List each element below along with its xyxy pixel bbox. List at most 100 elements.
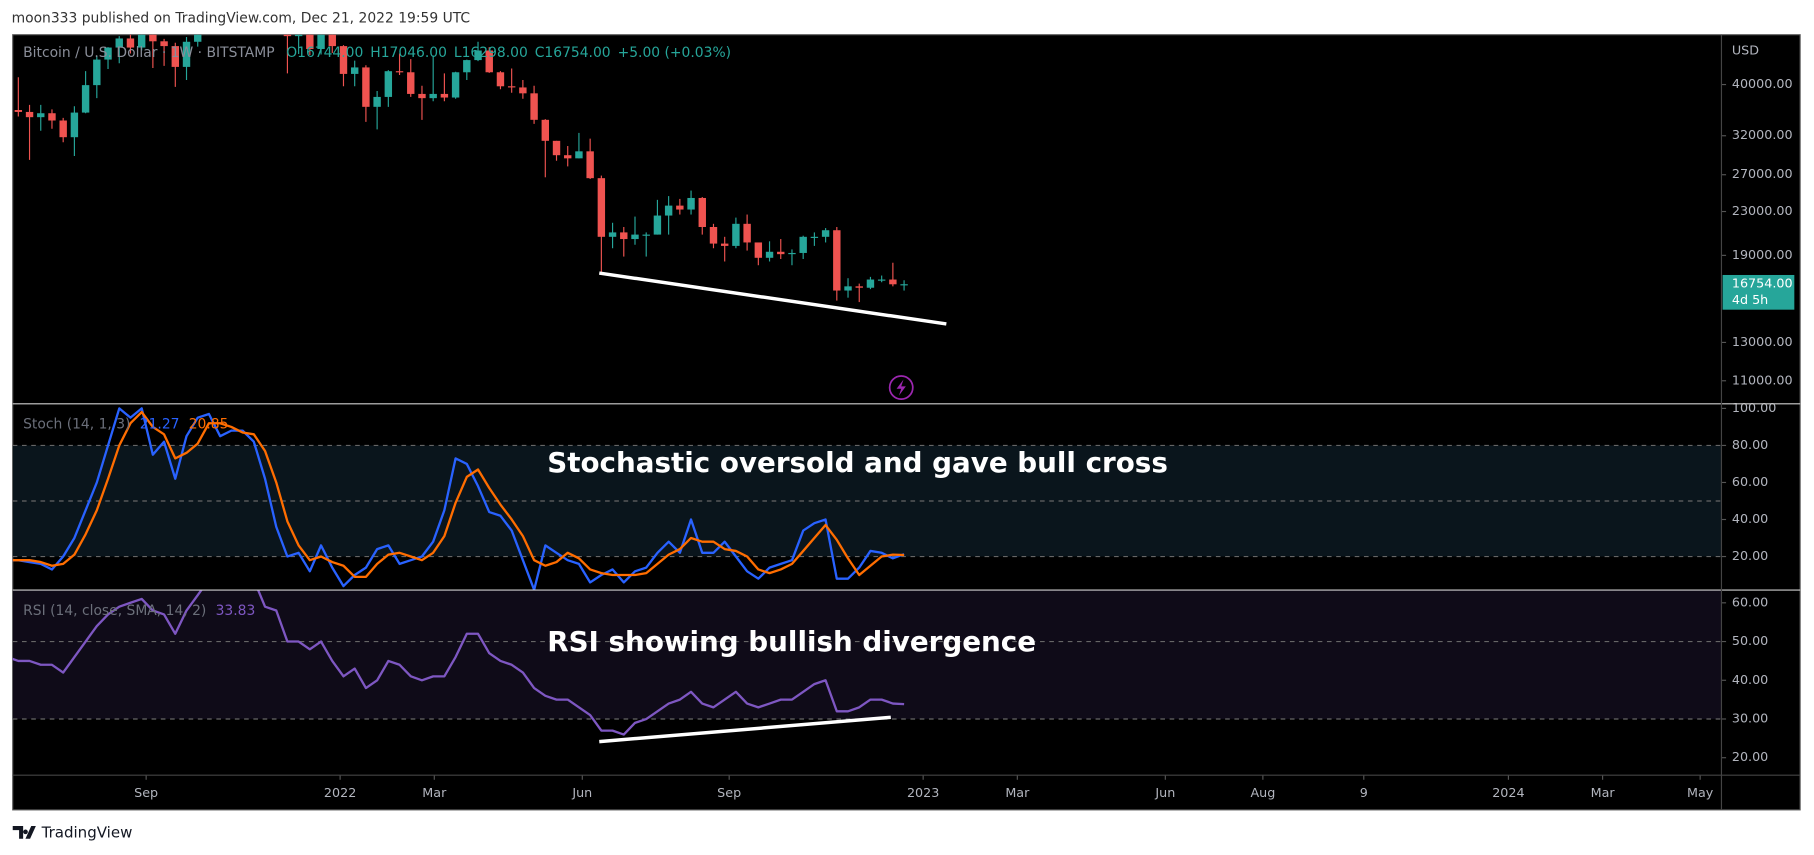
candle-body: [530, 93, 538, 120]
y-tick-label: 13000.00: [1732, 334, 1793, 349]
x-tick-label: 2022: [324, 785, 356, 800]
candle-body: [48, 113, 56, 121]
y-tick-label: 40000.00: [1732, 76, 1793, 91]
candle-body: [149, 34, 157, 42]
indicator-line: [12, 590, 905, 736]
candle-body: [294, 34, 303, 37]
axes: 11000.00 13000.00 19000.00 23000.00 27000.00…: [23, 45, 1795, 800]
band: [12, 590, 1722, 719]
x-tick-label: May: [1687, 785, 1714, 800]
y-tick-label: 23000.00: [1732, 203, 1793, 218]
candle-body: [384, 71, 393, 97]
candle-body: [720, 243, 729, 246]
candle-body: [463, 60, 471, 73]
candle-body: [844, 286, 852, 291]
y-tick-label: 40.00: [1732, 672, 1768, 687]
candle-body: [283, 34, 292, 37]
candle-body: [451, 72, 460, 98]
annotation: RSI showing bullish divergence: [547, 625, 1036, 658]
candle-body: [362, 67, 370, 107]
countdown-label: 4d 5h: [1732, 292, 1768, 307]
y-tick-label: 60.00: [1732, 594, 1768, 609]
y-tick-label: 11000.00: [1732, 372, 1793, 387]
candle-body: [597, 178, 606, 237]
trend-line: [599, 271, 947, 326]
stoch-pane: [12, 407, 1722, 591]
last-price-box: [1722, 274, 1795, 310]
x-tick-label: 2023: [907, 785, 939, 800]
ohlc-label: L16298.00: [454, 45, 528, 61]
y-tick-label: 100.00: [1732, 400, 1777, 415]
y-tick-label: 50.00: [1732, 633, 1768, 648]
candle-body: [889, 279, 897, 285]
x-tick-label: Mar: [1591, 785, 1616, 800]
candle-body: [104, 47, 112, 60]
candle-body: [698, 197, 706, 228]
candle-body: [676, 205, 684, 210]
indicator-value: 20.85: [189, 417, 229, 433]
y-tick-label: 32000.00: [1732, 127, 1793, 142]
x-tick-label: Aug: [1250, 785, 1275, 800]
price-pane: [3, 0, 908, 303]
ohlc-label: O16744.00: [286, 45, 363, 61]
candle-body: [564, 155, 572, 159]
ohlc-label: H17046.00: [370, 45, 447, 61]
candle-body: [418, 93, 426, 99]
candle-body: [575, 151, 583, 159]
candle-body: [821, 230, 830, 237]
candle-body: [160, 41, 168, 47]
y-tick-label: 20.00: [1732, 548, 1768, 563]
candle-body: [496, 72, 505, 87]
indicator-value: 21.27: [140, 417, 180, 433]
candle-body: [93, 59, 101, 86]
candle-body: [900, 284, 908, 286]
candle-body: [620, 232, 628, 240]
candle-body: [137, 34, 146, 48]
rsi-pane: [12, 590, 1722, 736]
y-tick-label: 30.00: [1732, 710, 1768, 725]
candle-body: [373, 96, 381, 107]
candle-body: [586, 151, 594, 179]
candle-body: [608, 232, 617, 237]
x-tick-label: Mar: [1005, 785, 1030, 800]
candle-body: [3, 110, 10, 111]
candle-body: [407, 72, 415, 94]
candle-body: [350, 67, 359, 74]
y-tick-label: 80.00: [1732, 437, 1768, 452]
y-tick-label: 60.00: [1732, 474, 1768, 489]
candle-body: [273, 0, 280, 2]
x-tick-label: Sep: [134, 785, 158, 800]
symbol-title: Bitcoin / U.S. Dollar · 1W · BITSTAMP: [23, 45, 275, 61]
candle-body: [37, 113, 45, 118]
candle-body: [866, 279, 875, 288]
candle-body: [70, 112, 79, 138]
candle-body: [81, 85, 90, 113]
candle-body: [788, 252, 796, 255]
last-price-label: 16754.00: [1732, 276, 1793, 291]
change-label: +5.00 (+0.03%): [618, 45, 731, 61]
candle-body: [14, 110, 23, 112]
candle-body: [833, 230, 841, 291]
candle-body: [115, 38, 123, 48]
candle-body: [328, 34, 336, 47]
event-icon[interactable]: [888, 375, 914, 401]
candle-body: [395, 71, 404, 73]
annotation: Stochastic oversold and gave bull cross: [547, 446, 1168, 479]
x-tick-label: Jun: [571, 785, 592, 800]
brand-name: TradingView: [41, 823, 133, 841]
candle-body: [743, 223, 751, 243]
candle-body: [25, 111, 34, 118]
indicator-value: 33.83: [216, 603, 256, 619]
candle-body: [653, 215, 662, 235]
trend-line: [599, 715, 891, 744]
indicator-line: [12, 410, 905, 579]
x-tick-label: 2024: [1492, 785, 1524, 800]
ohlc-label: C16754.00: [535, 45, 611, 61]
candle-body: [440, 93, 449, 98]
candle-body: [631, 234, 639, 240]
indicator-title: RSI (14, close, SMA, 14, 2): [23, 603, 206, 619]
candle-body: [474, 50, 482, 61]
candle-body: [765, 251, 774, 258]
